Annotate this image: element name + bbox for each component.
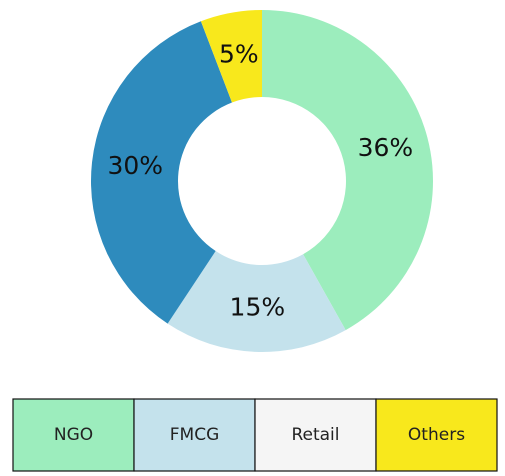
donut-slice: [200, 10, 262, 103]
donut-slice: [262, 10, 434, 331]
donut-slice: [167, 251, 346, 352]
donut-slice: [91, 21, 232, 324]
slice-label: 5%: [219, 40, 259, 69]
slice-label: 36%: [358, 133, 414, 162]
legend-label: FMCG: [170, 425, 220, 445]
slice-label: 30%: [107, 151, 163, 180]
legend-label: NGO: [54, 425, 93, 445]
slice-label: 15%: [230, 292, 286, 321]
legend-cell: [12, 398, 135, 472]
legend-label: Retail: [291, 425, 339, 445]
legend-cell: [375, 398, 498, 472]
legend-label: Others: [408, 425, 465, 445]
